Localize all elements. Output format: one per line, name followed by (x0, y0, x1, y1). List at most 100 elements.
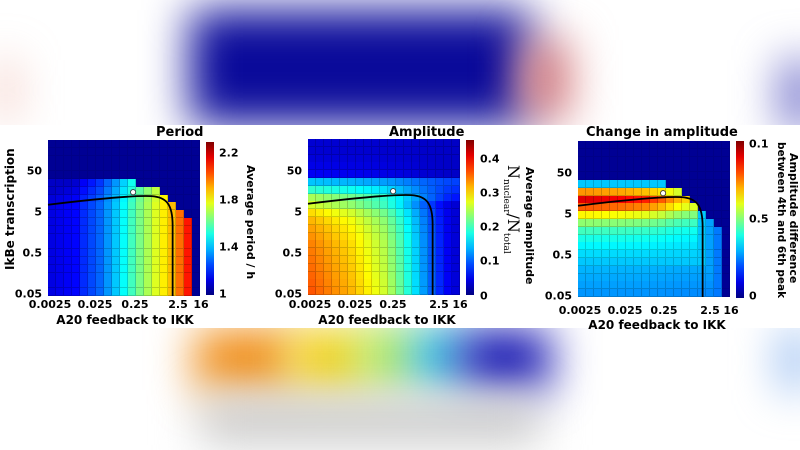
heatmap-cell (412, 240, 420, 249)
heatmap-cell (356, 185, 364, 194)
colorbar-tick: 1.8 (219, 193, 239, 207)
heatmap-cell (706, 242, 714, 251)
fraction-numerator-sub: nuclear (500, 179, 511, 214)
heatmap-cell (56, 194, 64, 203)
heatmap-cell (452, 279, 460, 288)
heatmap-cell (348, 139, 356, 148)
heatmap-cell (88, 257, 96, 266)
heatmap-cell (642, 148, 650, 157)
heatmap-cell (64, 288, 72, 297)
heatmap-cell (436, 287, 444, 296)
heatmap-cell (144, 147, 152, 156)
heatmap-cell (184, 249, 192, 258)
heatmap-cell (444, 193, 452, 202)
heatmap-cell (626, 281, 634, 290)
heatmap-cell (722, 172, 730, 181)
heatmap-cell (404, 162, 412, 171)
heatmap-cell (128, 179, 136, 188)
heatmap-cell (112, 288, 120, 297)
chart-title: Change in amplitude (586, 125, 738, 140)
heatmap-cell (128, 171, 136, 180)
heatmap-cell (698, 180, 706, 189)
heatmap-cell (120, 186, 128, 195)
heatmap-cell (412, 224, 420, 233)
heatmap-cell (72, 264, 80, 273)
heatmap-cell (634, 172, 642, 181)
heatmap-cell (112, 179, 120, 188)
heatmap-cell (104, 155, 112, 164)
heatmap-cell (714, 226, 722, 235)
heatmap-cell (192, 194, 200, 203)
heatmap-cell (610, 156, 618, 165)
heatmap-cell (452, 271, 460, 280)
amplitude-panel: Amplitude 50 5 0.5 0.05 0.0025 0.025 0.2… (265, 125, 536, 328)
heatmap-cell (372, 287, 380, 296)
heatmap-cell (610, 180, 618, 189)
heatmap-cell (64, 147, 72, 156)
heatmap-cell (396, 287, 404, 296)
heatmap-cell (308, 217, 316, 226)
heatmap-cell (56, 280, 64, 289)
heatmap-cell (160, 288, 168, 297)
heatmap-cell (120, 140, 128, 149)
heatmap-cell (160, 155, 168, 164)
heatmap-cell (56, 264, 64, 273)
heatmap-cell (136, 140, 144, 149)
heatmap-cell (444, 146, 452, 155)
heatmap-cell (404, 224, 412, 233)
heatmap-cell (64, 163, 72, 172)
heatmap-cell (56, 225, 64, 234)
heatmap-cell (332, 248, 340, 257)
heatmap-cell (404, 217, 412, 226)
heatmap-cell (452, 256, 460, 265)
heatmap-cell (324, 256, 332, 265)
heatmap-cell (96, 202, 104, 211)
heatmap-cell (610, 211, 618, 220)
heatmap-cell (332, 256, 340, 265)
heatmap-cell (626, 250, 634, 259)
heatmap-cell (136, 264, 144, 273)
heatmap-cell (586, 226, 594, 235)
heatmap-cell (144, 249, 152, 258)
heatmap-cell (658, 164, 666, 173)
heatmap-cell (698, 203, 706, 212)
heatmap-cell (722, 164, 730, 173)
heatmap-cell (594, 250, 602, 259)
heatmap-cell (316, 193, 324, 202)
heatmap-cell (388, 271, 396, 280)
heatmap-cell (452, 185, 460, 194)
heatmap-cell (72, 210, 80, 219)
heatmap-cell (316, 263, 324, 272)
heatmap-cell (706, 172, 714, 181)
heatmap-cell (642, 242, 650, 251)
heatmap-cell (64, 218, 72, 227)
heatmap-cell (714, 180, 722, 189)
heatmap-cell (682, 187, 690, 196)
y-tick: 5 (564, 207, 572, 221)
heatmap-cell (452, 201, 460, 210)
heatmap-cell (192, 280, 200, 289)
heatmap-cell (714, 289, 722, 298)
blurred-shape (200, 395, 540, 445)
heatmap-cell (64, 257, 72, 266)
heatmap-cell (112, 264, 120, 273)
heatmap-cell (120, 210, 128, 219)
y-tick: 5 (294, 205, 302, 219)
heatmap-cell (714, 141, 722, 150)
heatmap-cell (316, 139, 324, 148)
heatmap-cell (308, 162, 316, 171)
heatmap-cell (602, 234, 610, 243)
heatmap-cell (634, 164, 642, 173)
heatmap-cell (160, 225, 168, 234)
heatmap-cell (428, 162, 436, 171)
heatmap-cell (332, 271, 340, 280)
heatmap-cell (144, 171, 152, 180)
heatmap-cell (96, 272, 104, 281)
heatmap-cell (88, 155, 96, 164)
heatmap-cell (618, 211, 626, 220)
heatmap-cell (176, 202, 184, 211)
heatmap-cell (666, 148, 674, 157)
heatmap-cell (444, 279, 452, 288)
heatmap-cell (642, 164, 650, 173)
